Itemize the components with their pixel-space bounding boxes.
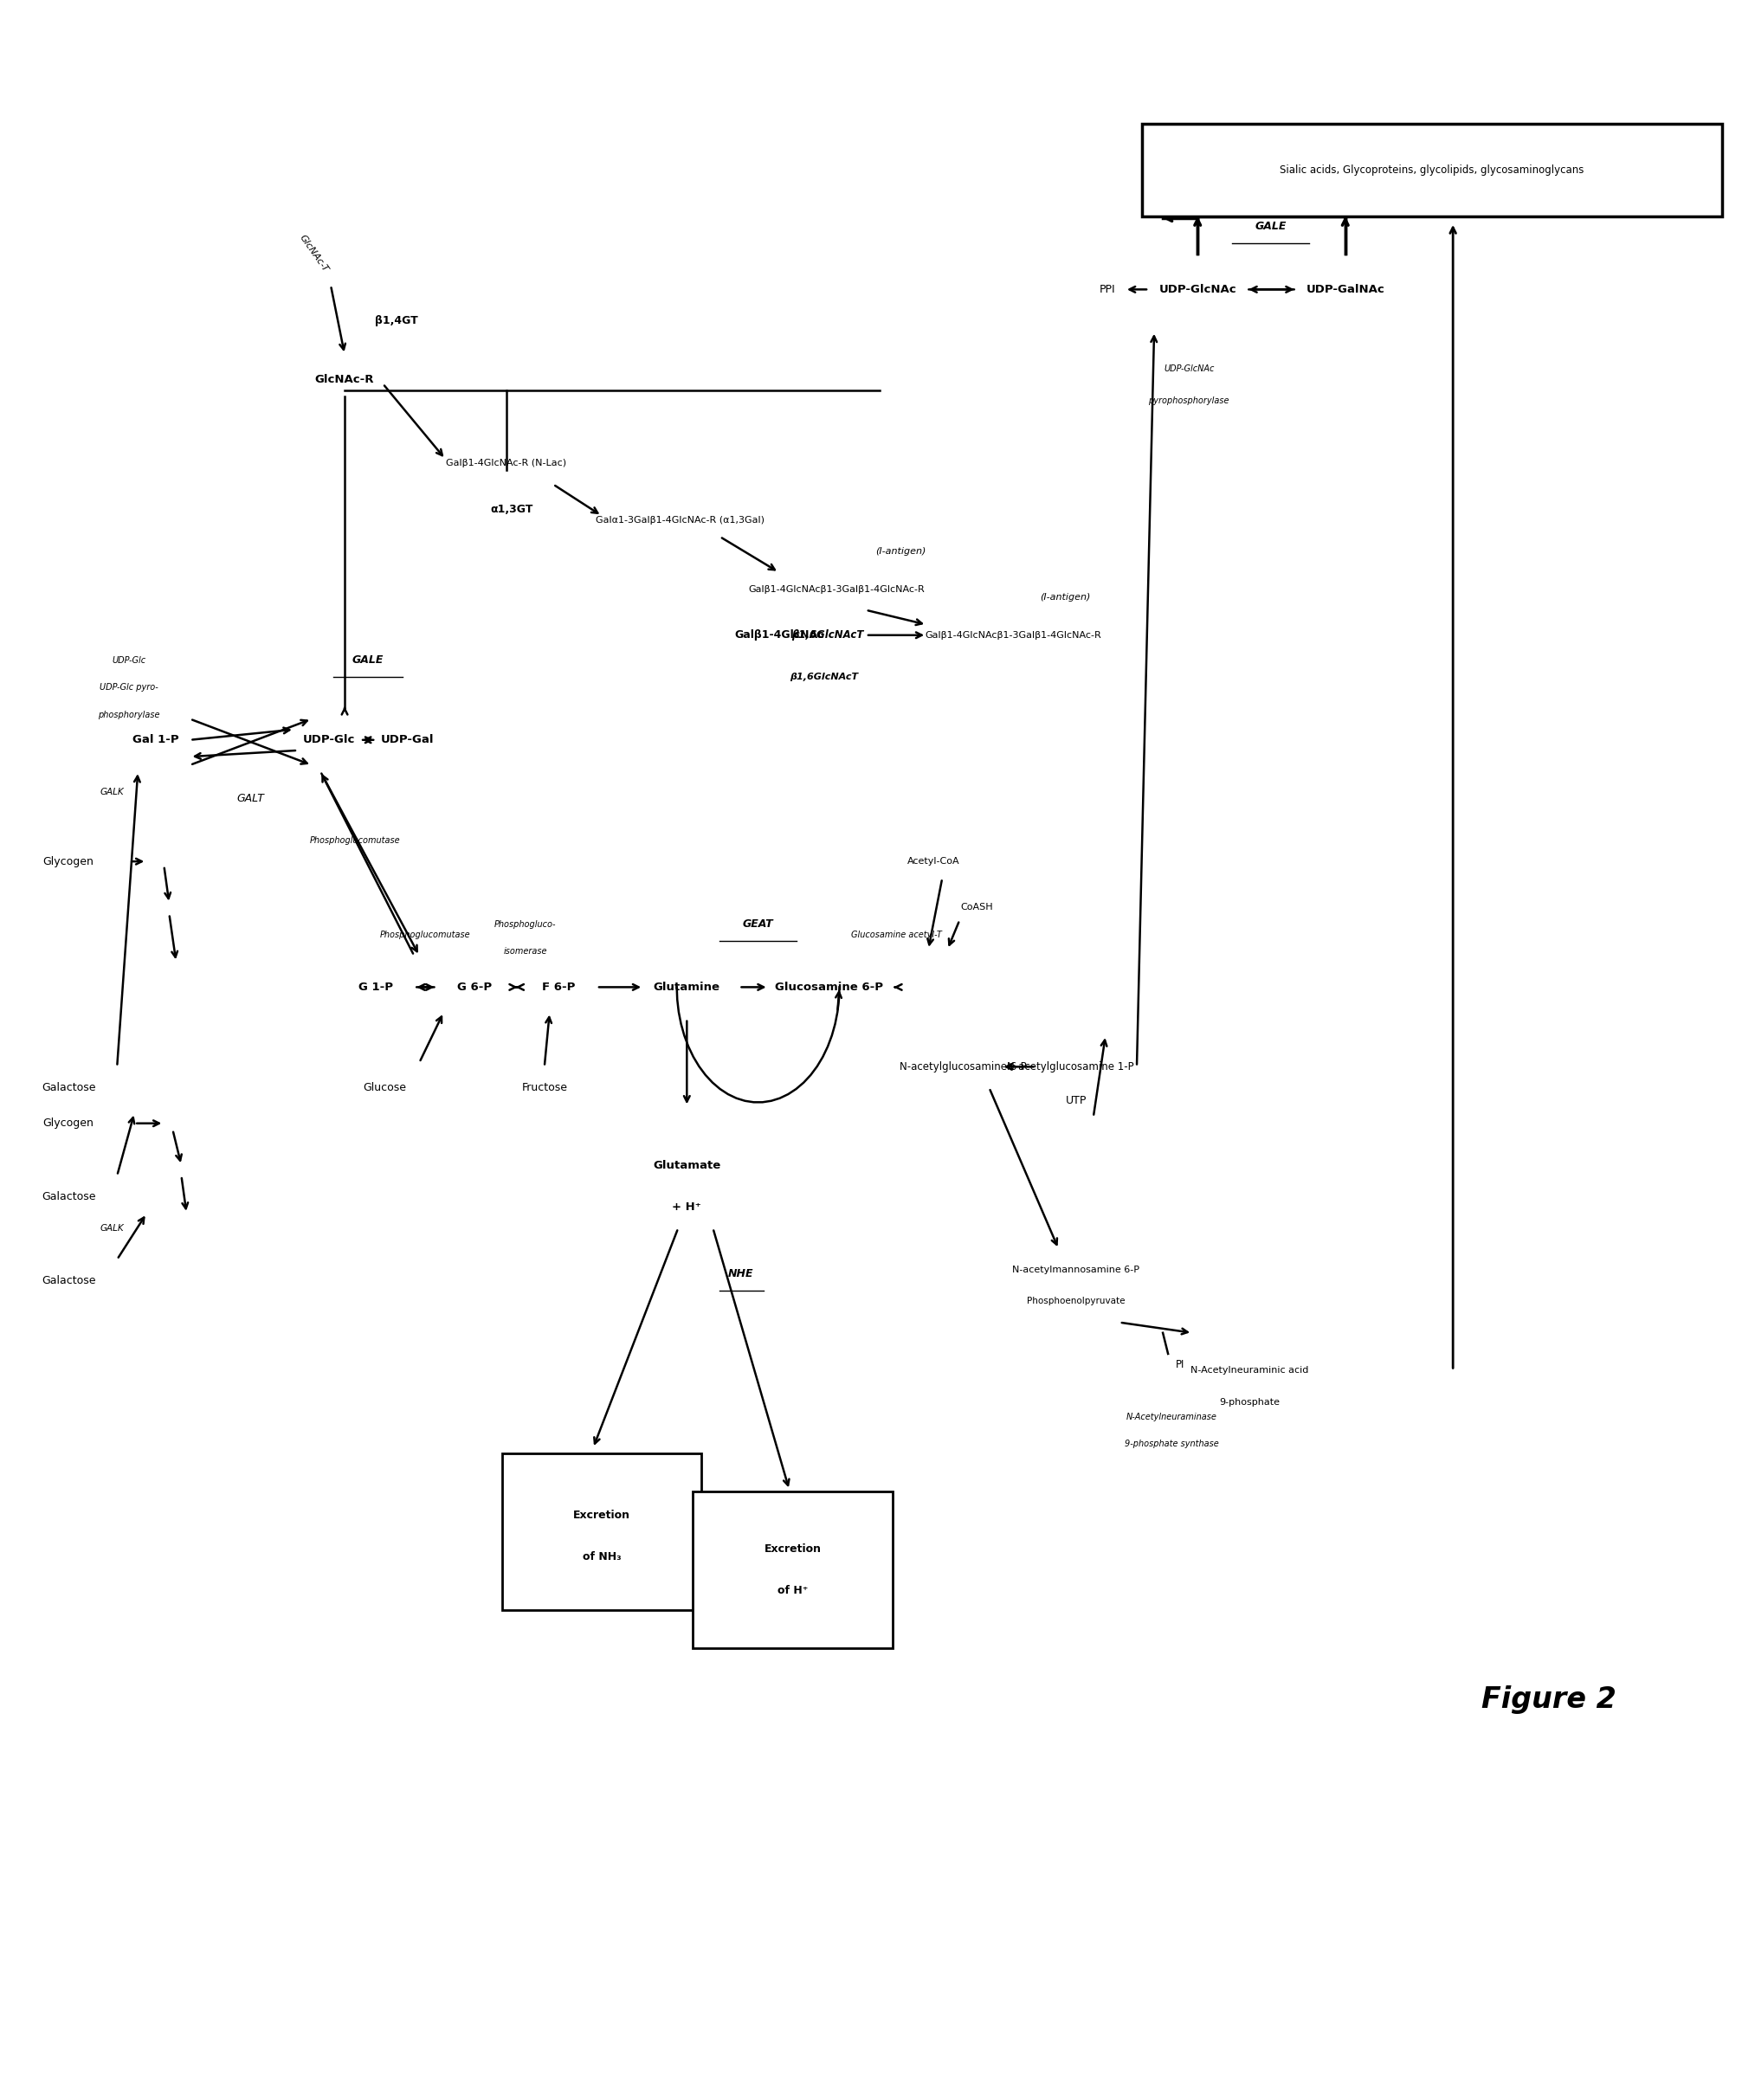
Text: F 6-P: F 6-P	[542, 981, 575, 993]
Text: N-acetylglucosamine 1-P: N-acetylglucosamine 1-P	[1007, 1061, 1134, 1073]
Text: NHE: NHE	[728, 1268, 754, 1279]
Text: Galα1-3Galβ1-4GlcNAc-R (α1,3Gal): Galα1-3Galβ1-4GlcNAc-R (α1,3Gal)	[596, 517, 765, 525]
Text: N-Acetylneuraminase: N-Acetylneuraminase	[1125, 1413, 1218, 1422]
Text: Galactose: Galactose	[42, 1191, 96, 1203]
Text: GlcNAc-R: GlcNAc-R	[315, 374, 375, 384]
Text: (I-antigen): (I-antigen)	[874, 546, 925, 556]
Text: Excretion: Excretion	[765, 1544, 822, 1554]
Text: of H⁺: of H⁺	[777, 1586, 808, 1596]
Text: β1,4GT: β1,4GT	[375, 315, 418, 326]
Bar	[693, 1491, 892, 1648]
Text: UDP-Gal: UDP-Gal	[380, 735, 434, 746]
Text: pyrophosphorylase: pyrophosphorylase	[1148, 397, 1230, 405]
Text: Phosphoenolpyruvate: Phosphoenolpyruvate	[1026, 1298, 1125, 1306]
Text: isomerase: isomerase	[503, 947, 547, 956]
Text: Phosphoglucomutase: Phosphoglucomutase	[310, 836, 401, 844]
Text: Galactose: Galactose	[42, 1082, 96, 1094]
Text: UDP-Glc: UDP-Glc	[111, 655, 146, 664]
Text: GEAT: GEAT	[742, 918, 773, 930]
Text: Glucosamine acetyl-T: Glucosamine acetyl-T	[850, 930, 942, 939]
Text: Galβ1-4GlcNAcβ1-3Galβ1-4GlcNAc-R: Galβ1-4GlcNAcβ1-3Galβ1-4GlcNAc-R	[747, 584, 925, 594]
Text: GALE: GALE	[1254, 220, 1286, 233]
Text: Glycogen: Glycogen	[44, 1117, 94, 1130]
Text: GALE: GALE	[352, 655, 383, 666]
Text: N-acetylmannosamine 6-P: N-acetylmannosamine 6-P	[1012, 1266, 1139, 1275]
Text: Excretion: Excretion	[573, 1510, 631, 1520]
Text: β1,6GlcNAcT: β1,6GlcNAcT	[791, 630, 864, 640]
Text: (I-antigen): (I-antigen)	[1040, 592, 1090, 603]
Text: Phosphoglucomutase: Phosphoglucomutase	[380, 930, 470, 939]
Text: + H⁺: + H⁺	[672, 1201, 702, 1214]
Text: phosphorylase: phosphorylase	[98, 710, 160, 718]
Text: β1,6GlcNAcT: β1,6GlcNAcT	[789, 672, 859, 680]
Text: UDP-GalNAc: UDP-GalNAc	[1306, 284, 1385, 296]
Text: GALK: GALK	[99, 788, 124, 796]
Text: Fructose: Fructose	[521, 1082, 568, 1094]
Text: of NH₃: of NH₃	[582, 1552, 622, 1562]
Text: N-acetylglucosamine 6-P: N-acetylglucosamine 6-P	[899, 1061, 1026, 1073]
Text: Galβ1-4GlcNAc: Galβ1-4GlcNAc	[733, 630, 824, 640]
Text: UTP: UTP	[1066, 1094, 1087, 1107]
Text: PPI: PPI	[1099, 284, 1115, 296]
Text: Galβ1-4GlcNAcβ1-3Galβ1-4GlcNAc-R: Galβ1-4GlcNAcβ1-3Galβ1-4GlcNAc-R	[925, 630, 1101, 640]
Text: Galβ1-4GlcNAc-R (N-Lac): Galβ1-4GlcNAc-R (N-Lac)	[446, 460, 566, 468]
Text: Sialic acids, Glycoproteins, glycolipids, glycosaminoglycans: Sialic acids, Glycoproteins, glycolipids…	[1280, 164, 1583, 176]
Text: CoASH: CoASH	[960, 903, 993, 911]
Text: Glucose: Glucose	[362, 1082, 406, 1094]
Text: 9-phosphate synthase: 9-phosphate synthase	[1124, 1441, 1219, 1449]
Text: Phosphogluco-: Phosphogluco-	[495, 920, 556, 928]
Bar	[502, 1453, 702, 1611]
Text: Glutamate: Glutamate	[653, 1159, 721, 1172]
Text: PI: PI	[1176, 1359, 1185, 1369]
Text: UDP-Glc pyro-: UDP-Glc pyro-	[99, 683, 159, 691]
Text: G 6-P: G 6-P	[458, 981, 493, 993]
Text: Glycogen: Glycogen	[44, 857, 94, 867]
Text: Glucosamine 6-P: Glucosamine 6-P	[775, 981, 883, 993]
Text: 9-phosphate: 9-phosphate	[1219, 1399, 1280, 1407]
Text: GALK: GALK	[99, 1224, 124, 1233]
Text: Acetyl-CoA: Acetyl-CoA	[908, 857, 960, 865]
Text: GlcNAc-T: GlcNAc-T	[298, 233, 329, 273]
Text: UDP-GlcNAc: UDP-GlcNAc	[1164, 365, 1214, 374]
Text: UDP-GlcNAc: UDP-GlcNAc	[1158, 284, 1237, 296]
Text: G 1-P: G 1-P	[359, 981, 394, 993]
Text: Figure 2: Figure 2	[1481, 1684, 1617, 1714]
Text: Glutamine: Glutamine	[653, 981, 719, 993]
Text: N-Acetylneuraminic acid: N-Acetylneuraminic acid	[1192, 1367, 1308, 1376]
Text: Gal 1-P: Gal 1-P	[132, 735, 178, 746]
Bar	[1143, 124, 1723, 216]
Text: UDP-Glc: UDP-Glc	[303, 735, 355, 746]
Text: GALT: GALT	[237, 794, 265, 804]
Text: α1,3GT: α1,3GT	[490, 504, 533, 514]
Text: Galactose: Galactose	[42, 1275, 96, 1285]
